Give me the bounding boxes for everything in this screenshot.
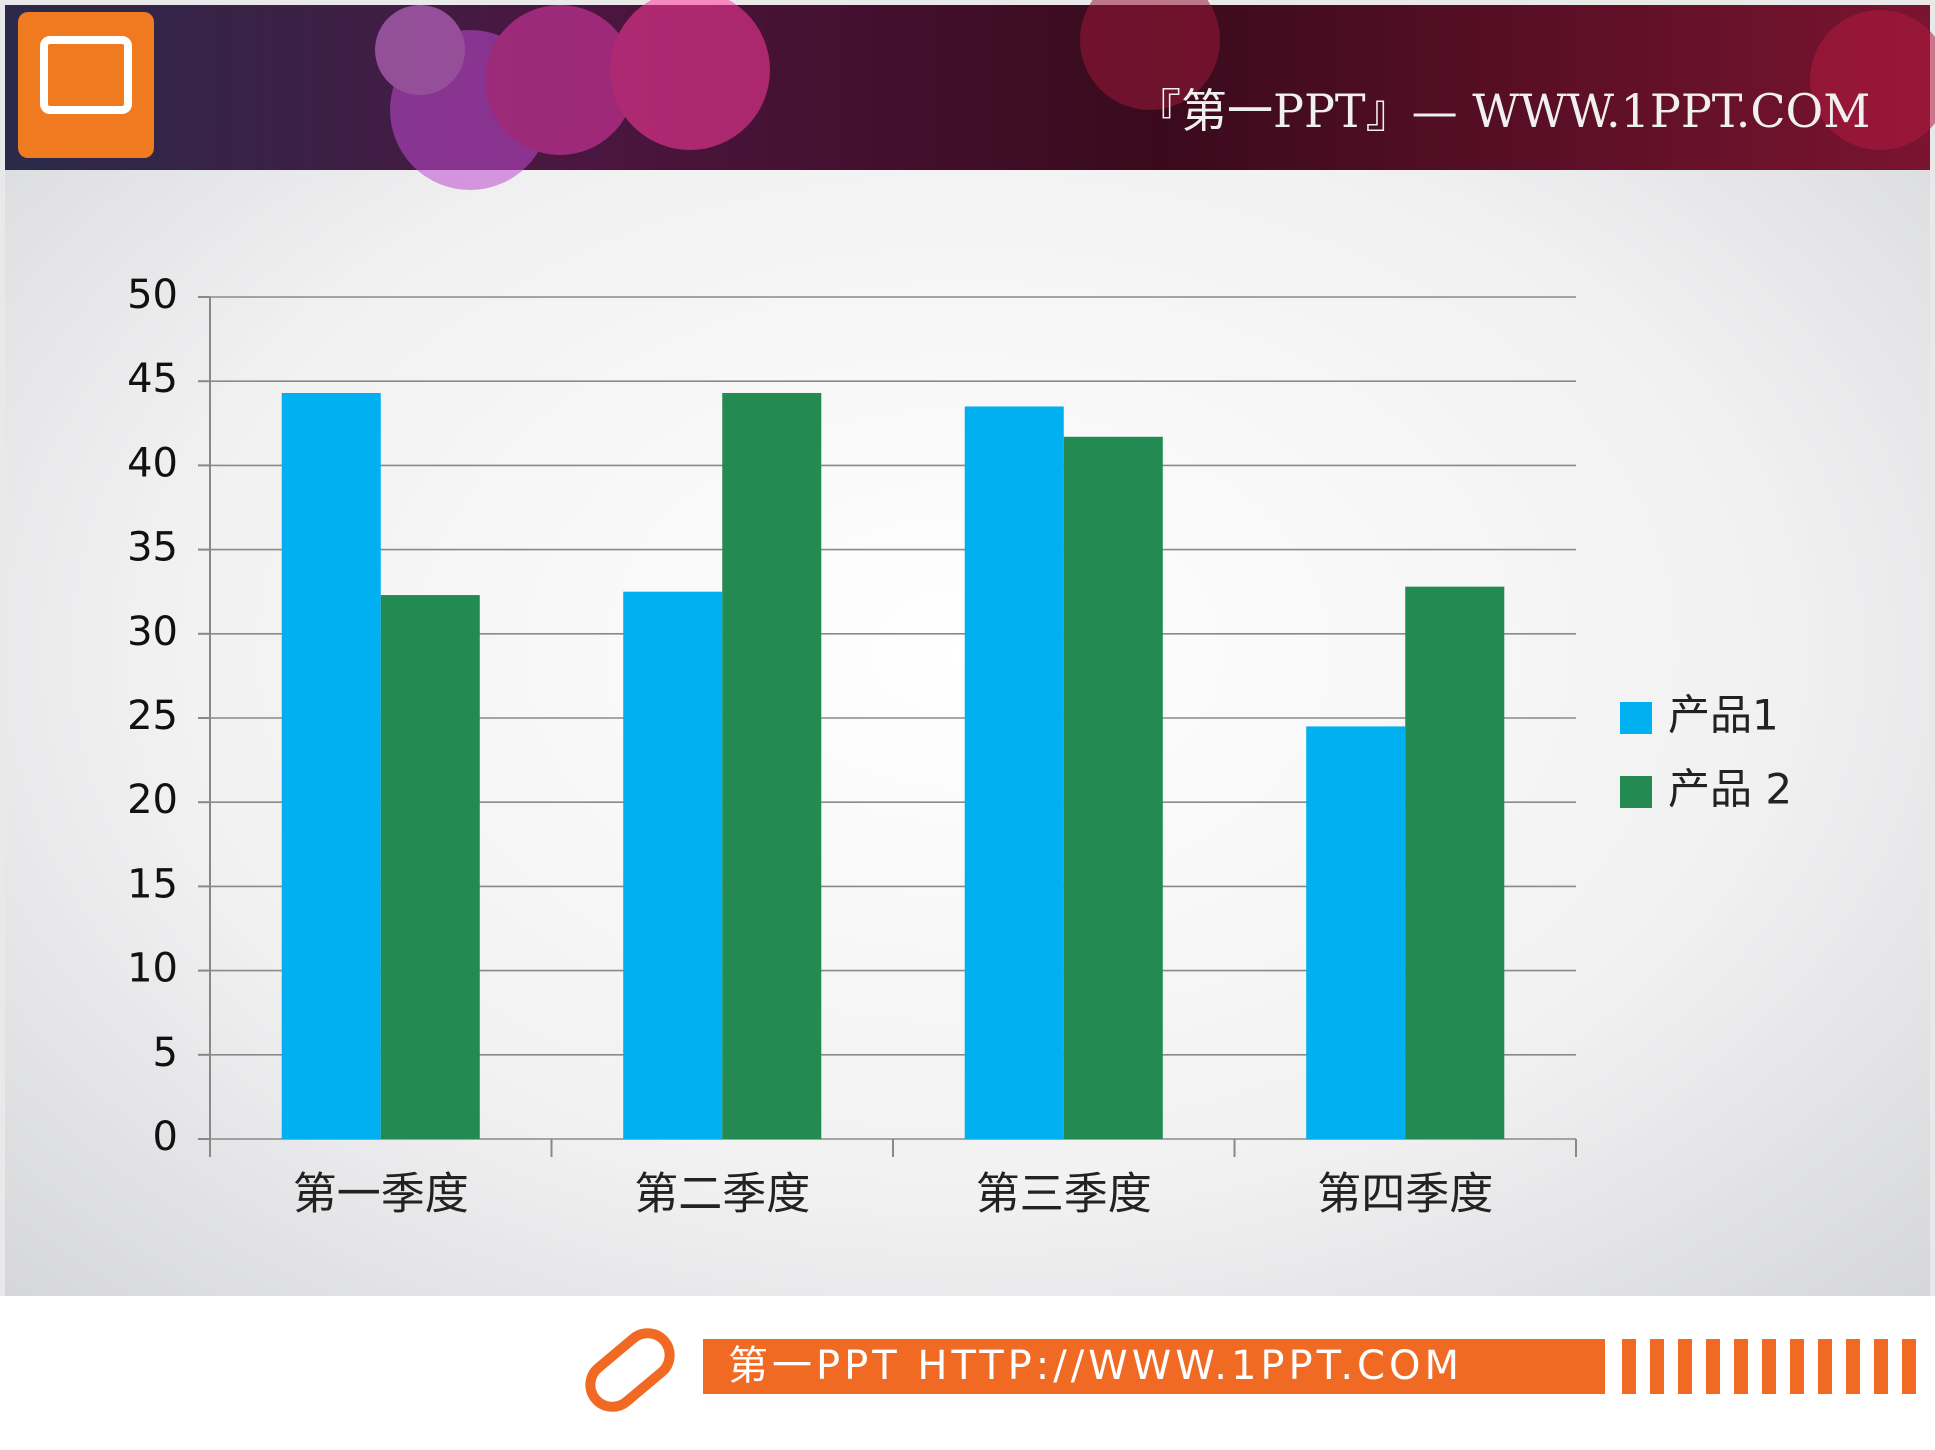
- bokeh: [375, 0, 1935, 190]
- bar: [281, 392, 381, 1139]
- x-tick-label: 第四季度: [1317, 1169, 1493, 1220]
- y-tick-label: 30: [127, 609, 178, 655]
- y-tick-label: 15: [127, 861, 178, 907]
- y-tick-label: 10: [127, 946, 178, 992]
- x-tick-label: 第一季度: [293, 1169, 469, 1220]
- bar: [964, 406, 1064, 1140]
- y-tick-label: 45: [127, 356, 178, 402]
- y-tick-label: 50: [127, 272, 178, 318]
- bar: [380, 595, 480, 1139]
- header-banner: [5, 5, 1930, 170]
- app-icon-glyph: [40, 36, 132, 114]
- legend-swatch: [1620, 702, 1652, 734]
- bar: [1063, 436, 1163, 1140]
- x-tick-label: 第二季度: [634, 1169, 810, 1220]
- app-icon: [18, 12, 154, 158]
- legend-swatch: [1620, 776, 1652, 808]
- bar: [722, 392, 822, 1139]
- y-tick-label: 35: [127, 525, 178, 571]
- footer-text: 第一PPT HTTP://WWW.1PPT.COM: [728, 1343, 1463, 1389]
- y-tick-label: 25: [127, 693, 178, 739]
- footer-stripes: [1622, 1339, 1916, 1394]
- header-text: 『第一PPT』— WWW.1PPT.COM: [1135, 84, 1870, 138]
- x-tick-label: 第三季度: [976, 1169, 1152, 1220]
- pencil-icon: [585, 1328, 675, 1412]
- bar: [1405, 586, 1505, 1139]
- bar: [623, 591, 723, 1139]
- y-tick-label: 0: [153, 1114, 178, 1160]
- legend-label: 产品1: [1668, 691, 1779, 740]
- y-tick-label: 5: [153, 1030, 178, 1076]
- legend-label: 产品 2: [1668, 765, 1792, 814]
- y-tick-label: 20: [127, 777, 178, 823]
- y-tick-label: 40: [127, 440, 178, 486]
- chart: 0 5 10 15 20 25 30 35 40 45 50 第一季度 第二季度 第三季度 第四季度 产品1 产…: [127, 272, 1792, 1220]
- footer-bar: [703, 1339, 1605, 1394]
- bar: [1306, 726, 1406, 1139]
